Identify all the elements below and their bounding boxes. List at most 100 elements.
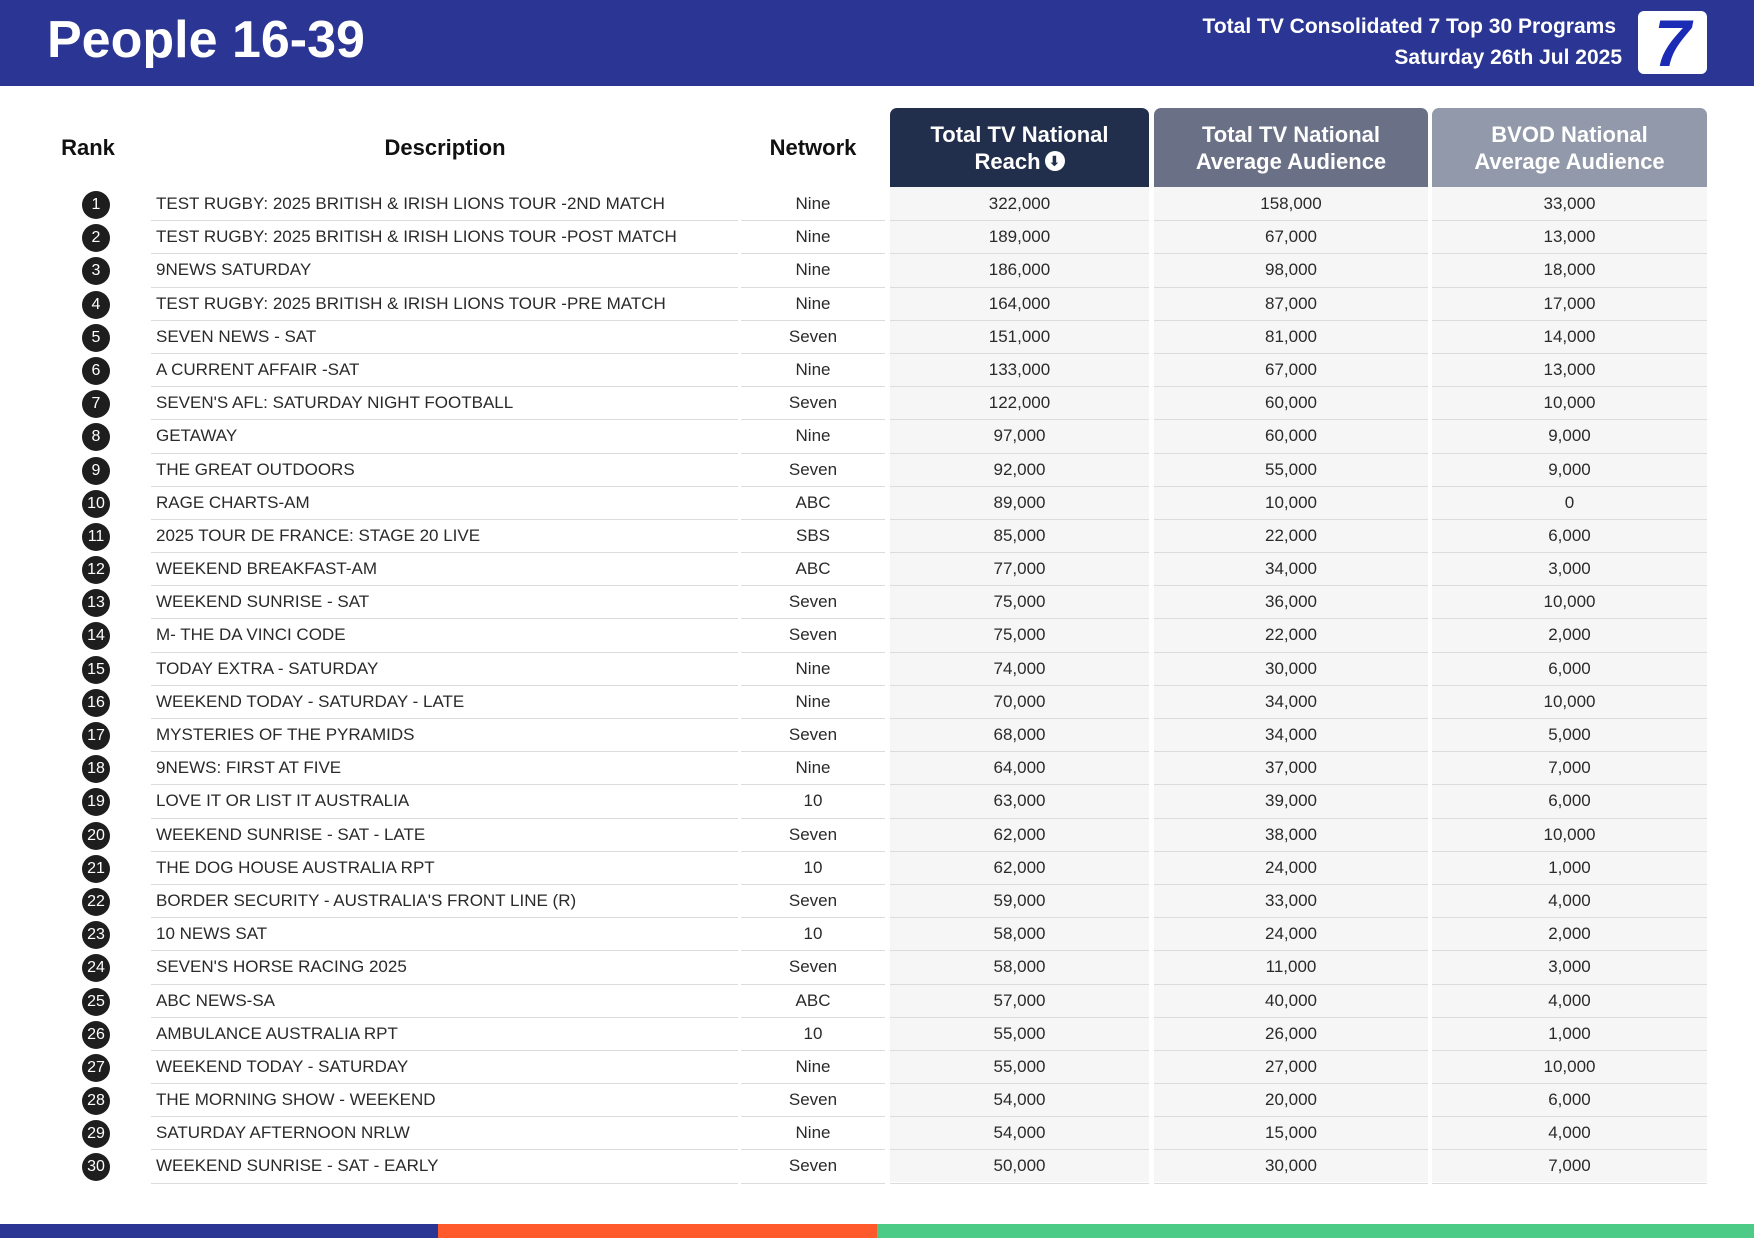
table-row: 2 TEST RUGBY: 2025 BRITISH & IRISH LIONS …: [0, 221, 1754, 255]
row-divider: [151, 386, 738, 388]
program-description: GETAWAY: [156, 426, 238, 446]
row-divider: [151, 950, 738, 952]
row-divider: [741, 751, 885, 753]
row-divider: [1432, 352, 1707, 354]
row-divider: [741, 419, 885, 421]
page-header: People 16-39 Total TV Consolidated 7 Top…: [0, 0, 1754, 86]
row-divider: [741, 784, 885, 786]
program-bvod-audience: 9,000: [1548, 426, 1591, 446]
row-divider: [1432, 1083, 1707, 1085]
program-reach: 89,000: [993, 492, 1046, 512]
program-description: BORDER SECURITY - AUSTRALIA'S FRONT LINE…: [156, 890, 577, 910]
column-header-bvod[interactable]: BVOD National Average Audience: [1432, 108, 1707, 187]
row-divider: [741, 386, 885, 388]
program-description: LOVE IT OR LIST IT AUSTRALIA: [156, 791, 410, 811]
rank-badge: 5: [82, 323, 110, 352]
program-average-audience: 39,000: [1265, 791, 1317, 811]
rank-badge: 1: [82, 191, 110, 219]
program-network: Seven: [788, 1156, 838, 1176]
program-average-audience: 20,000: [1265, 1090, 1317, 1110]
program-description: ABC NEWS-SA: [156, 990, 276, 1010]
table-row: 29 SATURDAY AFTERNOON NRLW Nine 54,000 15,00…: [0, 1117, 1754, 1151]
program-description: TODAY EXTRA - SATURDAY: [156, 658, 379, 678]
row-divider: [741, 552, 885, 554]
row-divider: [151, 618, 738, 620]
table-row: 1 TEST RUGBY: 2025 BRITISH & IRISH LIONS …: [0, 188, 1754, 222]
program-reach: 133,000: [988, 359, 1051, 379]
program-description: SEVEN'S HORSE RACING 2025: [156, 957, 407, 977]
row-divider: [890, 1016, 1149, 1018]
row-divider: [1432, 1182, 1707, 1184]
table-row: 4 TEST RUGBY: 2025 BRITISH & IRISH LIONS …: [0, 288, 1754, 321]
program-average-audience: 26,000: [1265, 1023, 1317, 1043]
program-average-audience: 34,000: [1265, 725, 1317, 744]
table-row: 7 SEVEN'S AFL: SATURDAY NIGHT FOOTBALL Sev…: [0, 387, 1754, 421]
table-row: 9 THE GREAT OUTDOORS Seven 92,000 55,000 9,00…: [0, 454, 1754, 487]
table-row: 10 RAGE CHARTS-AM ABC 89,000 10,000 0: [0, 487, 1754, 520]
rank-badge: 13: [82, 589, 110, 618]
row-divider: [890, 651, 1149, 653]
rank-badge: 30: [82, 1153, 110, 1182]
program-description: WEEKEND SUNRISE - SAT - EARLY: [156, 1156, 439, 1176]
rank-badge: 9: [82, 456, 110, 485]
row-divider: [890, 718, 1149, 719]
row-divider: [890, 618, 1149, 620]
rank-badge: 28: [82, 1087, 110, 1116]
row-divider: [1154, 452, 1428, 454]
program-bvod-audience: 6,000: [1548, 1090, 1591, 1110]
table-row: 17 MYSTERIES OF THE PYRAMIDS Seven 68,000 34…: [0, 719, 1754, 753]
row-divider: [890, 585, 1149, 587]
program-reach: 151,000: [988, 326, 1051, 346]
program-reach: 189,000: [988, 227, 1051, 247]
program-description: 9NEWS SATURDAY: [156, 260, 312, 280]
program-bvod-audience: 7,000: [1548, 758, 1591, 778]
row-divider: [151, 751, 738, 753]
row-divider: [741, 253, 885, 255]
program-reach: 59,000: [993, 890, 1046, 910]
program-network: ABC: [795, 990, 831, 1010]
row-divider: [151, 983, 738, 985]
row-divider: [1432, 1049, 1707, 1051]
rank-badge: 14: [82, 622, 110, 651]
table-row: 14 M- THE DA VINCI CODE Seven 75,000 22,000 2…: [0, 619, 1754, 653]
page-title: People 16-39: [47, 11, 365, 69]
column-header-reach[interactable]: Total TV National Reach ⬇: [890, 108, 1149, 187]
program-network: 10: [803, 791, 823, 811]
table-row: 12 WEEKEND BREAKFAST-AM ABC 77,000 34,000 3,0…: [0, 553, 1754, 587]
program-description: WEEKEND TODAY - SATURDAY - LATE: [156, 691, 465, 711]
program-network: 10: [803, 857, 823, 877]
row-divider: [890, 552, 1149, 554]
table-row: 16 WEEKEND TODAY - SATURDAY - LATE Nine 70,…: [0, 686, 1754, 719]
row-divider: [1154, 618, 1428, 620]
row-divider: [151, 1116, 738, 1118]
program-bvod-audience: 2,000: [1548, 625, 1591, 645]
row-divider: [890, 319, 1149, 321]
program-network: Seven: [788, 592, 838, 612]
rank-badge: 27: [82, 1053, 110, 1082]
rank-badge: 29: [82, 1120, 110, 1149]
program-network: Seven: [788, 459, 838, 479]
program-average-audience: 27,000: [1265, 1056, 1317, 1076]
table-row: 20 WEEKEND SUNRISE - SAT - LATE Seven 62,00…: [0, 819, 1754, 852]
program-bvod-audience: 14,000: [1543, 326, 1596, 346]
row-divider: [1154, 319, 1428, 321]
row-divider: [151, 585, 738, 587]
row-divider: [1432, 253, 1707, 255]
program-bvod-audience: 6,000: [1548, 525, 1591, 545]
program-reach: 64,000: [993, 758, 1046, 778]
row-divider: [890, 452, 1149, 454]
arrow-down-circle-icon[interactable]: ⬇: [1044, 150, 1065, 171]
row-divider: [1432, 883, 1707, 885]
program-network: Nine: [795, 658, 831, 678]
program-bvod-audience: 6,000: [1548, 791, 1591, 811]
row-divider: [741, 352, 885, 354]
row-divider: [1432, 917, 1707, 919]
program-bvod-audience: 3,000: [1548, 559, 1591, 579]
row-divider: [1154, 751, 1428, 753]
row-divider: [1154, 718, 1428, 719]
program-reach: 322,000: [988, 194, 1051, 213]
column-header-average-audience[interactable]: Total TV National Average Audience: [1154, 108, 1428, 187]
program-network: Nine: [795, 194, 831, 213]
program-bvod-audience: 10,000: [1543, 393, 1596, 413]
row-divider: [890, 352, 1149, 354]
